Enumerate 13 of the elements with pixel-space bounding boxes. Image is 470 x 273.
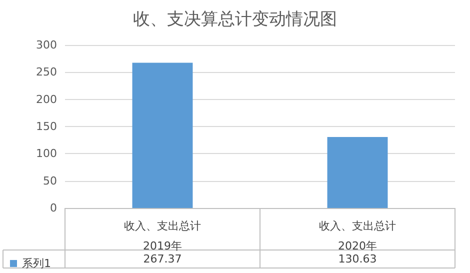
legend-label: 系列1 bbox=[22, 257, 51, 270]
y-tick-label: 150 bbox=[36, 120, 57, 133]
y-tick-label: 200 bbox=[36, 92, 57, 106]
x-tick-label: 收入、支出总计 2020年 bbox=[319, 220, 396, 252]
x-tick-label: 收入、支出总计 2019年 bbox=[124, 220, 201, 252]
data-label: 267.37 bbox=[143, 252, 182, 266]
chart-title: 收、支决算总计变动情况图 bbox=[133, 10, 337, 30]
data-label: 130.63 bbox=[338, 252, 377, 266]
y-tick-label: 250 bbox=[36, 66, 57, 79]
y-tick-label: 100 bbox=[36, 147, 57, 160]
y-tick-label: 0 bbox=[50, 202, 57, 214]
y-tick-label: 50 bbox=[43, 174, 57, 188]
y-tick-label: 300 bbox=[36, 38, 57, 52]
